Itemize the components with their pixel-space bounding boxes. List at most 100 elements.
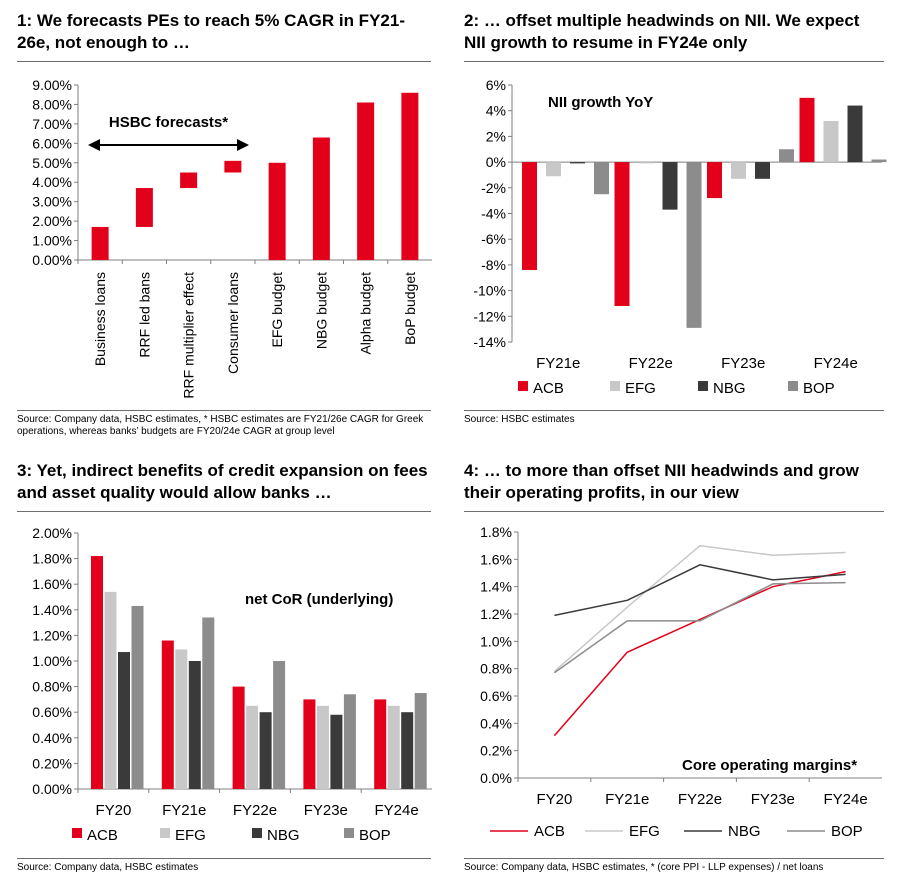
c4-y-tick-label: 0.2%	[480, 743, 512, 759]
c3-y-tick-label: 0.20%	[32, 755, 72, 771]
c1-y-tick-label: 9.00%	[32, 77, 72, 93]
c2-x-tick-label: FY24e	[814, 355, 858, 372]
c3-bar-nbg-fy21e	[188, 661, 201, 789]
c3-bar-efg-fy21e	[175, 649, 188, 789]
c4-y-tick-label: 1.2%	[480, 606, 512, 622]
c3-y-tick-label: 1.20%	[32, 627, 72, 643]
c2-bar-nbg-fy23e	[755, 162, 770, 179]
c2-y-tick-label: -4%	[481, 206, 506, 222]
c3-legend-label-nbg: NBG	[267, 827, 300, 844]
c3-bar-bop-fy24e	[414, 693, 427, 789]
c3-bar-efg-fy22e	[246, 705, 259, 789]
c2-bar-bop-fy24e	[871, 159, 887, 163]
c3-y-tick-label: 1.80%	[32, 551, 72, 567]
c3-bar-acb-fy21e	[161, 640, 174, 789]
c3-y-tick-label: 2.00%	[32, 525, 72, 541]
chart-1-title: 1: We forecasts PEs to reach 5% CAGR in …	[17, 11, 405, 52]
c2-legend-swatch-efg	[610, 381, 620, 391]
c3-legend-swatch-bop	[344, 828, 354, 838]
c4-y-tick-label: 0.0%	[480, 770, 512, 786]
c2-y-tick-label: 0%	[486, 154, 506, 170]
c2-bar-efg-fy24e	[823, 120, 839, 163]
c2-bar-efg-fy22e	[638, 162, 654, 164]
c1-y-tick-label: 2.00%	[32, 213, 72, 229]
c4-x-tick-label: FY23e	[751, 791, 795, 808]
c4-y-tick-label: 1.6%	[480, 551, 512, 567]
c2-bar-nbg-fy22e	[662, 162, 678, 210]
c3-chart-title: net CoR (underlying)	[245, 591, 393, 608]
c2-y-tick-label: -12%	[473, 308, 506, 324]
chart-4: 0.0% 0.2% 0.4% 0.6% 0.8% 1.0% 1.2% 1.4% 1.6% 1.8%…	[480, 524, 882, 840]
c1-x-tick-label: BoP budget	[402, 272, 418, 345]
c4-y-tick-label: 0.8%	[480, 661, 512, 677]
c2-legend-swatch-acb	[518, 381, 528, 391]
c3-bar-nbg-fy20	[118, 652, 130, 789]
c3-legend-label-acb: ACB	[87, 827, 118, 844]
c3-legend-label-efg: EFG	[175, 827, 206, 844]
c3-legend-swatch-acb	[72, 828, 82, 838]
c4-y-tick-label: 1.8%	[480, 524, 512, 540]
chart-3-source-rule	[17, 858, 431, 859]
c1-x-tick-label: NBG budget	[313, 272, 329, 349]
c2-legend-swatch-bop	[788, 381, 798, 391]
c3-x-tick-label: FY24e	[374, 802, 418, 819]
c4-x-tick-label: FY20	[536, 791, 572, 808]
c3-bar-acb-fy24e	[374, 699, 387, 789]
chart-2-title-rule	[464, 61, 884, 62]
c3-y-tick-label: 1.40%	[32, 602, 72, 618]
c3-legend-label-bop: BOP	[359, 827, 391, 844]
chart-3-title: 3: Yet, indirect benefits of credit expa…	[17, 461, 428, 502]
c4-legend-label-nbg: NBG	[728, 823, 761, 840]
c4-series-line-bop	[553, 581, 846, 674]
c2-bar-efg-fy23e	[731, 162, 746, 179]
c4-chart-title: Core operating margins*	[682, 757, 857, 774]
c1-bar-0	[91, 226, 109, 260]
chart-4-source-rule	[464, 858, 884, 859]
c3-bar-nbg-fy23e	[330, 714, 343, 789]
c2-x-tick-label: FY21e	[536, 355, 580, 372]
c2-legend-label-nbg: NBG	[713, 380, 746, 397]
c1-y-tick-label: 0.00%	[32, 252, 72, 268]
c3-bar-acb-fy22e	[232, 686, 245, 789]
c3-bar-efg-fy20	[104, 591, 117, 789]
c3-bar-acb-fy20	[91, 556, 103, 789]
c3-bar-bop-fy22e	[273, 661, 286, 789]
c1-bar-3	[224, 160, 242, 173]
c2-bar-acb-fy22e	[614, 162, 630, 307]
c1-y-tick-label: 4.00%	[32, 174, 72, 190]
c2-legend-label-acb: ACB	[533, 380, 564, 397]
c2-y-tick-label: -14%	[473, 334, 506, 350]
c3-y-tick-label: 0.00%	[32, 781, 72, 797]
c1-bar-4	[268, 162, 286, 260]
c2-legend-swatch-nbg	[698, 381, 708, 391]
c1-y-tick-label: 8.00%	[32, 96, 72, 112]
c2-bar-acb-fy21e	[522, 162, 537, 271]
chart-2-source-rule	[464, 410, 884, 411]
chart-1-source-rule	[17, 410, 431, 411]
c3-x-tick-label: FY23e	[304, 802, 348, 819]
chart-3-source: Source: Company data, HSBC estimates	[17, 862, 199, 873]
c4-legend-label-acb: ACB	[534, 823, 565, 840]
c1-bar-2	[180, 172, 198, 189]
c2-legend-label-efg: EFG	[625, 380, 656, 397]
c1-y-tick-label: 7.00%	[32, 116, 72, 132]
chart-2-title: 2: … offset multiple headwinds on NII. W…	[464, 11, 860, 52]
c2-y-tick-label: 4%	[486, 103, 506, 119]
chart-2-source: Source: HSBC estimates	[464, 414, 575, 425]
c1-y-tick-label: 3.00%	[32, 194, 72, 210]
c1-x-tick-label: EFG budget	[269, 272, 285, 348]
c4-y-tick-label: 1.4%	[480, 579, 512, 595]
chart-4-title: 4: … to more than offset NII headwinds a…	[464, 461, 859, 502]
c1-x-tick-label: RRF led bans	[136, 272, 152, 358]
c2-bar-nbg-fy24e	[847, 105, 863, 163]
c3-x-tick-label: FY21e	[162, 802, 206, 819]
c1-annotation-arrow-right	[237, 139, 249, 151]
c1-annotation-arrow-left	[88, 139, 100, 151]
c2-y-tick-label: -10%	[473, 283, 506, 299]
chart-4-source: Source: Company data, HSBC estimates, * …	[464, 862, 824, 873]
c4-series-line-acb	[553, 570, 846, 737]
c1-y-tick-label: 5.00%	[32, 155, 72, 171]
c3-x-tick-label: FY22e	[233, 802, 277, 819]
c2-bar-bop-fy23e	[779, 149, 794, 163]
c1-bar-7	[401, 92, 419, 261]
